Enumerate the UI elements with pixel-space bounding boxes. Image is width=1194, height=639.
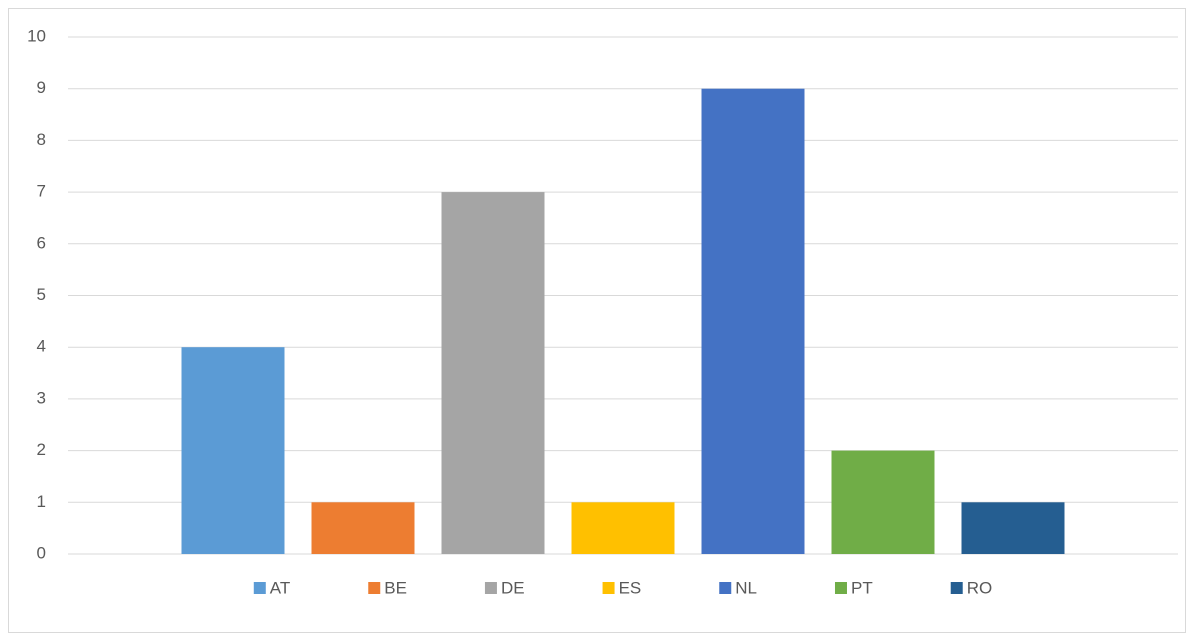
y-tick-label: 10 (27, 26, 46, 45)
bar (311, 502, 415, 554)
bar (831, 450, 935, 554)
legend-label: AT (270, 578, 290, 597)
y-tick-label: 2 (37, 440, 46, 459)
bar (441, 192, 545, 554)
legend-swatch (719, 582, 732, 594)
legend-swatch (950, 582, 963, 594)
y-tick-label: 5 (37, 285, 46, 304)
bar (571, 502, 675, 554)
legend-label: PT (851, 578, 873, 597)
y-tick-label: 3 (37, 388, 46, 407)
legend-swatch (602, 582, 615, 594)
bar (181, 347, 285, 554)
legend-label: NL (735, 578, 757, 597)
y-tick-label: 8 (37, 130, 46, 149)
legend-swatch (253, 582, 266, 594)
y-tick-label: 9 (37, 78, 46, 97)
legend-label: BE (384, 578, 407, 597)
bar (701, 88, 805, 554)
legend-label: RO (967, 578, 993, 597)
legend-swatch (834, 582, 847, 594)
y-tick-label: 6 (37, 233, 46, 252)
y-tick-label: 4 (37, 337, 46, 356)
legend-swatch (484, 582, 497, 594)
legend-swatch (368, 582, 381, 594)
legend-label: ES (619, 578, 642, 597)
y-tick-label: 1 (37, 492, 46, 511)
bar (961, 502, 1065, 554)
y-tick-label: 7 (37, 182, 46, 201)
y-tick-label: 0 (37, 543, 46, 562)
legend-label: DE (501, 578, 525, 597)
